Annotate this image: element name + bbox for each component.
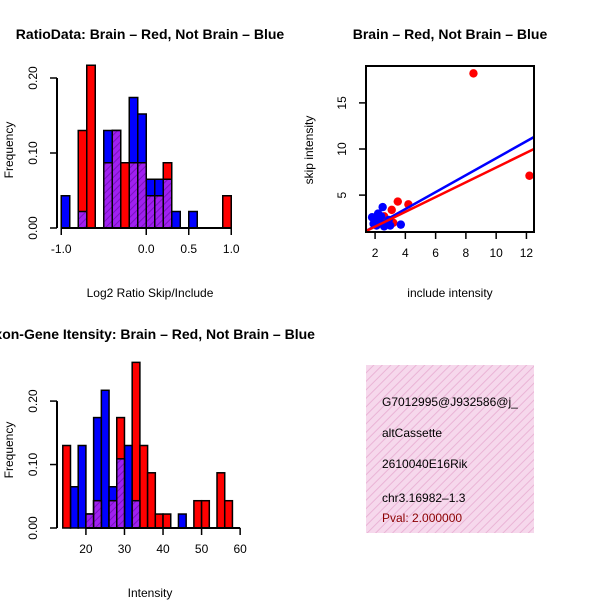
intensity-chart-title: Exon-Gene Itensity: Brain – Red, Not Bra… — [0, 326, 315, 342]
y-tick-label: 0.10 — [26, 453, 40, 477]
scatter-chart-title: Brain – Red, Not Brain – Blue — [353, 26, 548, 42]
overlap-bar — [116, 458, 126, 529]
x-tick-label: 1.0 — [223, 242, 240, 256]
info-panel-background — [366, 365, 534, 533]
event-type-text: altCassette — [382, 426, 443, 440]
red-bar — [162, 513, 172, 529]
red-bar — [222, 195, 232, 229]
pval-text: Pval: 2.000000 — [382, 511, 463, 525]
overlap-bar — [77, 210, 88, 229]
overlap-bar — [154, 195, 164, 229]
gene-name-text: 2610040E16Rik — [382, 457, 468, 471]
blue-bar — [69, 486, 79, 529]
intensity-scatter-plot: Brain – Red, Not Brain – Blue include in… — [302, 26, 547, 300]
red-bar — [223, 499, 234, 529]
overlap-bar — [145, 195, 156, 229]
event-info-panel: G7012995@J932586@j_ altCassette 2610040E… — [366, 365, 534, 533]
intensity-histogram: Exon-Gene Itensity: Brain – Red, Not Bra… — [0, 326, 315, 600]
x-tick-label: 30 — [118, 542, 132, 556]
red-bar — [139, 444, 149, 529]
x-tick-label: 6 — [432, 246, 439, 260]
overlap-bar — [111, 129, 122, 229]
red-bar — [193, 499, 203, 529]
blue-bar — [177, 513, 187, 529]
y-tick-label: 0.20 — [26, 389, 40, 413]
locus-text: chr3.16982–1.3 — [382, 491, 466, 505]
y-tick-label: 0.00 — [26, 216, 40, 240]
red-bar — [200, 499, 211, 529]
overlap-bar — [108, 499, 118, 529]
x-tick-label: 4 — [402, 246, 409, 260]
red-point — [393, 197, 402, 206]
overlap-bar — [92, 499, 103, 529]
overlap-bar — [128, 162, 139, 229]
x-tick-label: 2 — [372, 246, 379, 260]
scatter-chart-xlabel: include intensity — [407, 286, 492, 300]
intensity-chart-xlabel: Intensity — [128, 586, 173, 600]
red-point — [387, 205, 396, 215]
overlap-bar — [137, 162, 147, 229]
y-tick-label: 15 — [335, 96, 349, 110]
blue-point — [386, 221, 395, 230]
histogram-bars — [62, 361, 234, 529]
blue-bar — [100, 389, 110, 529]
ratio-chart-title: RatioData: Brain – Red, Not Brain – Blue — [16, 26, 285, 42]
x-tick-label: 60 — [233, 542, 247, 556]
blue-fit-line — [366, 135, 534, 232]
event-id-text: G7012995@J932586@j_ — [382, 395, 518, 409]
overlap-bar — [85, 513, 95, 529]
x-tick-label: -1.0 — [51, 242, 72, 256]
y-tick-label: 0.10 — [26, 141, 40, 165]
blue-point — [396, 220, 406, 229]
x-tick-label: 0.5 — [180, 242, 197, 256]
x-tick-label: 40 — [156, 542, 170, 556]
red-bar — [146, 472, 157, 529]
scatter-chart-ylabel: skip intensity — [302, 116, 316, 185]
histogram-bars — [60, 64, 232, 229]
blue-bar — [77, 444, 87, 529]
x-tick-label: 0.0 — [138, 242, 155, 256]
ratio-histogram: RatioData: Brain – Red, Not Brain – Blue… — [2, 26, 284, 300]
blue-point — [367, 213, 377, 222]
x-tick-label: 12 — [520, 246, 534, 260]
x-tick-label: 20 — [79, 542, 93, 556]
red-bar — [154, 513, 164, 529]
y-tick-label: 0.20 — [26, 66, 40, 90]
blue-point — [378, 202, 387, 212]
blue-bar — [171, 210, 181, 229]
red-bar — [86, 64, 96, 229]
overlap-bar — [131, 499, 141, 529]
x-tick-label: 10 — [489, 246, 503, 260]
y-tick-label: 0.00 — [26, 516, 40, 540]
blue-point — [376, 212, 386, 221]
blue-bar — [188, 210, 198, 229]
red-fit-line — [366, 147, 534, 232]
red-bar — [62, 444, 72, 529]
scatter-plot-area — [366, 69, 534, 232]
x-tick-label: 8 — [463, 246, 470, 260]
y-tick-label: 10 — [335, 142, 349, 156]
overlap-bar — [162, 178, 173, 229]
ratio-chart-xlabel: Log2 Ratio Skip/Include — [87, 286, 214, 300]
red-point — [469, 69, 478, 78]
ratio-chart-ylabel: Frequency — [2, 122, 16, 179]
red-bar — [120, 162, 130, 229]
red-point — [525, 171, 534, 180]
y-tick-label: 5 — [335, 191, 349, 198]
blue-bar — [60, 195, 71, 229]
x-tick-label: 50 — [195, 542, 209, 556]
overlap-bar — [103, 162, 113, 229]
blue-bar — [123, 444, 133, 529]
intensity-chart-ylabel: Frequency — [2, 422, 16, 479]
red-bar — [216, 472, 226, 529]
